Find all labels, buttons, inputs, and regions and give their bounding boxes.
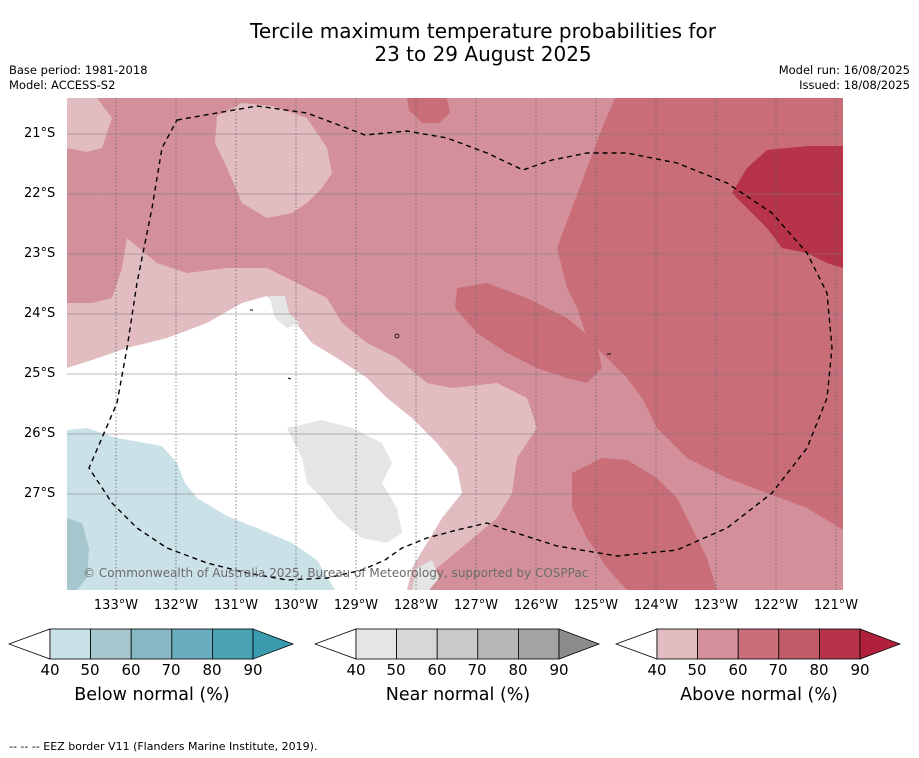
zone-above-60-top bbox=[407, 98, 450, 123]
zone-below-40 bbox=[67, 428, 335, 590]
above-swatch-1 bbox=[697, 628, 739, 660]
lat-label-22: 22°S bbox=[24, 186, 56, 201]
above-extend-high bbox=[859, 628, 902, 660]
lon-label-121: 121°W bbox=[813, 598, 859, 613]
colorbar-above bbox=[615, 628, 902, 660]
eez-footnote: -- -- -- EEZ border V11 (Flanders Marine… bbox=[9, 740, 318, 753]
below-normal-label: Below normal (%) bbox=[74, 685, 230, 705]
below-swatch-4 bbox=[211, 628, 254, 660]
tick-80: 80 bbox=[202, 661, 222, 679]
tick-70: 70 bbox=[467, 661, 487, 679]
lat-label-24: 24°S bbox=[24, 306, 56, 321]
tick-80: 80 bbox=[508, 661, 528, 679]
below-swatch-1 bbox=[90, 628, 132, 660]
above-normal-label: Above normal (%) bbox=[680, 685, 838, 705]
lon-label-124: 124°W bbox=[633, 598, 679, 613]
map-title-line2: 23 to 29 August 2025 bbox=[374, 42, 592, 66]
colorbar-near-swatches bbox=[314, 628, 601, 660]
zone-above-50-east bbox=[802, 530, 843, 568]
model-name: Model: ACCESS-S2 bbox=[9, 78, 116, 92]
colorbar-near bbox=[314, 628, 601, 660]
zone-near-40-b bbox=[269, 296, 299, 328]
lon-label-129: 129°W bbox=[333, 598, 379, 613]
lat-label-27: 27°S bbox=[24, 486, 56, 501]
latitude-gridlines bbox=[67, 133, 843, 495]
colorbar-below bbox=[8, 628, 295, 660]
near-swatch-2 bbox=[436, 628, 479, 660]
above-swatch-4 bbox=[818, 628, 861, 660]
zone-above-60-central bbox=[455, 283, 602, 383]
tick-70: 70 bbox=[768, 661, 788, 679]
zone-above-40-north bbox=[215, 103, 332, 218]
colorbar-below-swatches bbox=[8, 628, 295, 660]
tick-50: 50 bbox=[687, 661, 707, 679]
zone-above-50-west bbox=[67, 148, 127, 303]
near-swatch-4 bbox=[517, 628, 560, 660]
near-extend-low bbox=[314, 628, 357, 660]
near-swatch-1 bbox=[396, 628, 438, 660]
below-extend-high bbox=[252, 628, 295, 660]
lon-label-126: 126°W bbox=[513, 598, 559, 613]
zone-near-40-a bbox=[287, 420, 402, 543]
near-normal-label: Near normal (%) bbox=[385, 685, 531, 705]
tick-50: 50 bbox=[80, 661, 100, 679]
zone-above-80-northeast bbox=[732, 146, 843, 268]
lon-label-122: 122°W bbox=[753, 598, 799, 613]
tick-60: 60 bbox=[121, 661, 141, 679]
tick-40: 40 bbox=[647, 661, 667, 679]
lon-label-123: 123°W bbox=[693, 598, 739, 613]
lon-label-127: 127°W bbox=[453, 598, 499, 613]
island-marker-a bbox=[394, 333, 400, 339]
lon-label-133: 133°W bbox=[93, 598, 139, 613]
tick-90: 90 bbox=[549, 661, 569, 679]
above-swatch-0 bbox=[656, 628, 698, 660]
below-swatch-2 bbox=[130, 628, 173, 660]
lon-label-131: 131°W bbox=[213, 598, 259, 613]
lat-label-21: 21°S bbox=[24, 126, 56, 141]
tick-60: 60 bbox=[728, 661, 748, 679]
tick-90: 90 bbox=[850, 661, 870, 679]
meta-right: Model run: 16/08/2025 Issued: 18/08/2025 bbox=[779, 63, 910, 93]
tick-70: 70 bbox=[161, 661, 181, 679]
below-swatch-3 bbox=[171, 628, 213, 660]
issued-date: Issued: 18/08/2025 bbox=[799, 78, 910, 92]
base-period: Base period: 1981-2018 bbox=[9, 63, 148, 77]
longitude-gridlines bbox=[115, 98, 837, 590]
island-marker-c bbox=[287, 377, 292, 380]
colorbar-above-swatches bbox=[615, 628, 902, 660]
lat-label-25: 25°S bbox=[24, 366, 56, 381]
lat-label-26: 26°S bbox=[24, 426, 56, 441]
zone-above-40-west bbox=[67, 98, 112, 153]
lon-label-125: 125°W bbox=[573, 598, 619, 613]
map-title-line1: Tercile maximum temperature probabilitie… bbox=[250, 19, 716, 43]
lon-label-128: 128°W bbox=[393, 598, 439, 613]
near-swatch-0 bbox=[355, 628, 397, 660]
near-extend-high bbox=[558, 628, 601, 660]
tick-40: 40 bbox=[40, 661, 60, 679]
lat-label-23: 23°S bbox=[24, 246, 56, 261]
map-canvas bbox=[67, 98, 843, 590]
tick-50: 50 bbox=[386, 661, 406, 679]
eez-border bbox=[88, 105, 833, 581]
tick-60: 60 bbox=[427, 661, 447, 679]
tick-80: 80 bbox=[809, 661, 829, 679]
below-swatch-0 bbox=[49, 628, 91, 660]
tick-90: 90 bbox=[243, 661, 263, 679]
above-extend-low bbox=[615, 628, 658, 660]
copyright-notice: © Commonwealth of Australia 2025, Bureau… bbox=[83, 566, 589, 580]
zone-below-50 bbox=[67, 518, 89, 590]
above-swatch-3 bbox=[778, 628, 820, 660]
below-extend-low bbox=[8, 628, 51, 660]
above-swatch-2 bbox=[737, 628, 780, 660]
probability-map bbox=[67, 98, 843, 590]
model-run: Model run: 16/08/2025 bbox=[778, 63, 910, 77]
lon-label-130: 130°W bbox=[273, 598, 319, 613]
zone-near-40-c bbox=[412, 560, 439, 590]
tick-40: 40 bbox=[346, 661, 366, 679]
zone-above-60-south bbox=[572, 458, 717, 590]
near-swatch-3 bbox=[477, 628, 519, 660]
lon-label-132: 132°W bbox=[153, 598, 199, 613]
meta-left: Base period: 1981-2018 Model: ACCESS-S2 bbox=[9, 63, 148, 93]
